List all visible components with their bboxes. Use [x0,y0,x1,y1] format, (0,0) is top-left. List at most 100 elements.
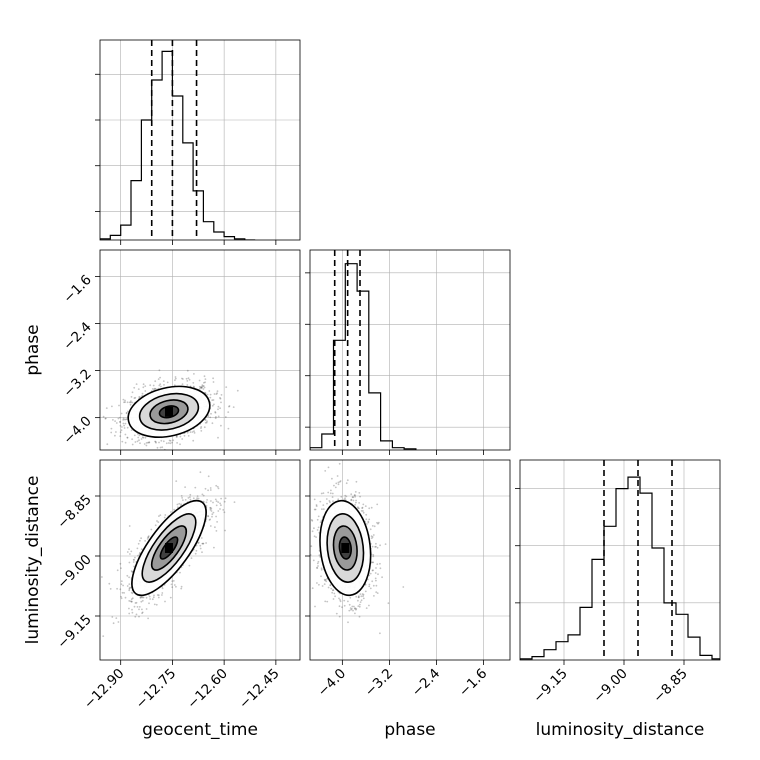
sample-point [331,496,334,498]
sample-point [111,616,114,618]
sample-point [358,603,361,606]
sample-point [109,588,112,590]
sample-point [317,560,320,563]
histogram-step [520,476,720,660]
sample-point [330,489,332,492]
sample-point [208,390,211,392]
sample-point [371,569,374,572]
sample-point [193,432,196,434]
sample-point [175,585,177,588]
sample-point [377,522,379,525]
sample-point [354,495,356,498]
sample-point [137,554,139,557]
sample-point [215,393,218,395]
sample-point [320,492,323,495]
ylabel-phase: phase [23,324,43,375]
sample-point [371,536,374,538]
sample-point [211,515,213,518]
sample-point [337,498,340,501]
sample-point [130,429,133,431]
sample-point [313,527,315,530]
sample-point [122,398,125,401]
sample-point [134,615,137,618]
sample-point [358,492,361,494]
panel-phase-vs-luminosity-distance: −4.0 −3.2 −2.4 −1.6 [305,459,511,700]
sample-point [371,525,374,527]
sample-point [324,579,326,582]
sample-point [362,597,365,600]
sample-point [162,440,165,443]
sample-point [128,600,131,602]
sample-point [207,515,210,518]
sample-point [135,383,138,385]
sample-point [209,416,212,419]
sample-point [144,385,147,387]
sample-point [217,510,220,512]
sample-point [319,521,322,524]
sample-point [140,537,143,540]
sample-point [184,486,187,488]
sample-point [124,399,126,402]
sample-point [212,501,214,504]
sample-point [228,405,231,407]
sample-point [376,563,379,565]
sample-point [123,401,125,404]
sample-point [219,397,221,399]
sample-point [375,545,377,548]
sample-point [134,396,137,399]
sample-point [128,586,131,589]
sample-point [176,442,179,444]
sample-point [322,508,325,511]
sample-point [325,498,328,500]
sample-point [376,592,379,594]
sample-point [125,418,128,420]
sample-point [120,580,123,583]
sample-point [209,506,212,509]
tick-label-luminosity-distance: −9.15 [54,612,95,653]
sample-point [370,506,373,509]
sample-point [215,515,218,518]
sample-point [167,442,170,444]
sample-point [354,494,356,497]
sample-point [310,519,313,521]
sample-point [141,608,143,611]
sample-point [360,510,363,512]
sample-point [322,492,325,494]
sample-point [375,591,378,593]
sample-point [326,502,328,505]
sample-point [123,424,125,427]
sample-point [332,500,334,503]
sample-point [209,525,212,527]
sample-point [357,599,359,602]
sample-point [210,510,213,512]
sample-point [217,405,220,408]
sample-point [344,497,346,500]
sample-point [104,417,107,420]
sample-point [186,431,189,434]
sample-point [149,598,152,600]
sample-point [130,570,133,572]
sample-point [186,384,189,386]
sample-point [140,548,143,551]
sample-point [137,388,140,390]
sample-point [179,435,182,438]
sample-point [204,418,207,421]
sample-point [199,547,202,550]
sample-point [311,587,314,590]
sample-point [353,494,356,496]
sample-point [145,608,148,610]
sample-point [179,571,181,574]
sample-point [186,369,189,372]
sample-point [355,499,357,502]
sample-point [101,576,103,578]
sample-point [210,507,213,510]
sample-point [217,436,219,439]
sample-point [216,390,219,392]
sample-point [364,505,367,507]
sample-point [123,418,126,421]
sample-point [150,528,153,531]
sample-point [193,430,195,433]
sample-point [327,586,330,589]
tick-label-phase: −2.4 [60,319,94,353]
sample-point [153,388,156,390]
